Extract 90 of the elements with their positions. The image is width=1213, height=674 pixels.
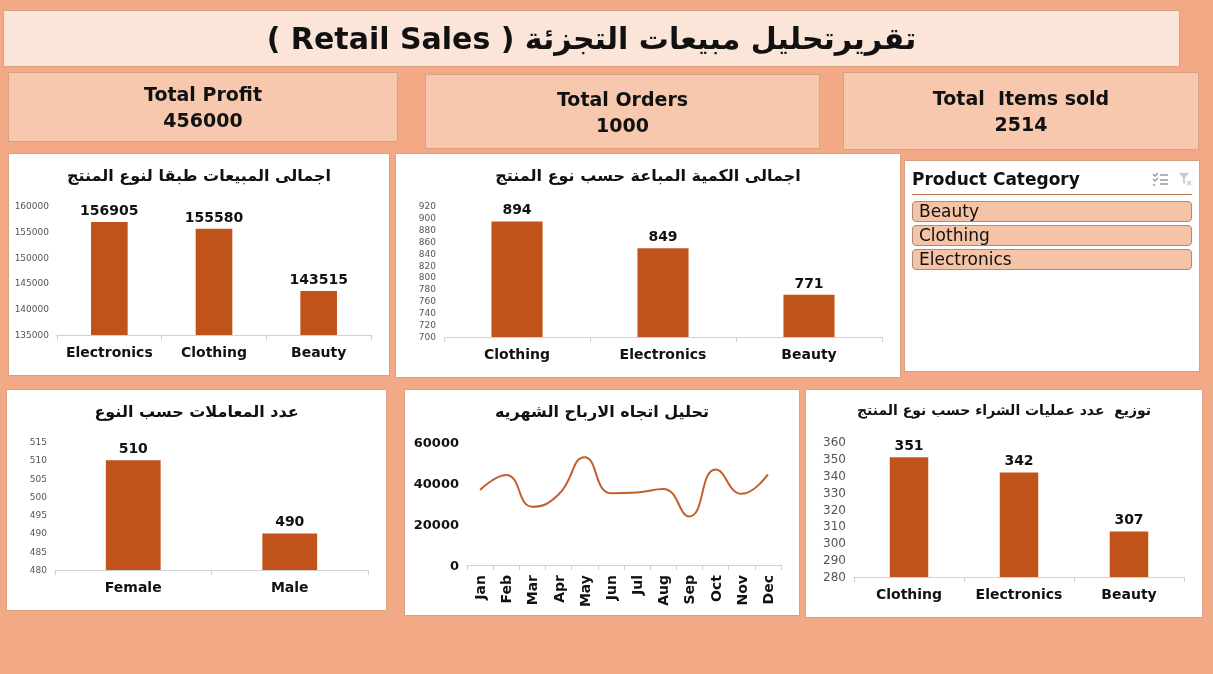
y-tick-label: 280 xyxy=(823,570,846,584)
x-tick-label: Feb xyxy=(498,575,515,604)
x-tick-label: Clothing xyxy=(180,344,248,360)
text: 1000 xyxy=(596,113,649,136)
data-label: 143515 xyxy=(289,271,348,288)
x-tick-label: May xyxy=(576,575,593,608)
y-tick-label: 840 xyxy=(418,248,437,259)
chart-title: اجمالى المبيعات طبقا لنوع المنتج xyxy=(66,165,332,185)
x-tick-label: Nov xyxy=(733,575,750,606)
x-tick-label: Mar xyxy=(524,574,541,606)
data-label: 342 xyxy=(1004,452,1034,469)
data-label: 771 xyxy=(794,274,824,291)
x-tick-label: Oct xyxy=(707,574,724,602)
y-tick-label: 720 xyxy=(418,320,437,331)
chart-title: توزيع عدد عمليات الشراء حسب نوع المنتج xyxy=(856,402,1152,419)
text: تقريرتحليل مبيعات التجزئة ( Retail Sales ) xyxy=(4,11,1179,66)
chart-title: اجمالى الكمية المباعة حسب نوع المنتج xyxy=(495,165,801,185)
x-tick-label: Apr xyxy=(550,574,567,603)
x-tick-label: Clothing xyxy=(483,346,551,362)
x-tick-label: Electronics xyxy=(65,344,153,360)
line-series xyxy=(479,456,769,518)
y-tick-label: 485 xyxy=(29,546,47,557)
y-tick-label: 495 xyxy=(29,510,47,521)
y-tick-label: 60000 xyxy=(413,434,459,450)
y-tick-label: 350 xyxy=(823,451,846,466)
x-tick-label: Jan xyxy=(472,575,489,601)
y-tick-label: 490 xyxy=(29,528,48,539)
y-tick-label: 480 xyxy=(29,565,48,575)
data-label: 894 xyxy=(502,201,532,218)
y-tick-label: 340 xyxy=(823,468,846,483)
y-tick-label: 500 xyxy=(29,491,48,502)
text: Total Items sold xyxy=(932,87,1110,109)
y-tick-label: 505 xyxy=(29,473,47,484)
x-tick-label: Electronics xyxy=(619,346,707,362)
y-tick-label: 320 xyxy=(823,502,846,517)
x-tick-label: Female xyxy=(104,579,162,595)
x-tick-label: Aug xyxy=(655,575,672,606)
x-tick-label: Jun xyxy=(602,575,619,602)
y-tick-label: 140000 xyxy=(14,304,50,315)
y-tick-label: 900 xyxy=(418,212,437,223)
x-tick-label: Jul xyxy=(629,575,646,596)
text: Total Orders xyxy=(556,87,689,110)
text: Clothing xyxy=(912,225,1192,246)
x-tick-label: Sep xyxy=(681,575,698,605)
y-tick-label: 0 xyxy=(449,557,459,573)
x-tick-label: Beauty xyxy=(1101,586,1157,602)
data-label: 490 xyxy=(275,513,305,530)
y-tick-label: 160000 xyxy=(14,201,50,211)
y-tick-label: 145000 xyxy=(14,278,50,289)
y-tick-label: 290 xyxy=(823,553,846,568)
x-tick-label: Dec xyxy=(759,575,776,605)
y-tick-label: 20000 xyxy=(413,516,459,532)
x-tick-label: Clothing xyxy=(875,586,943,602)
x-tick-label: Electronics xyxy=(975,586,1063,602)
y-tick-label: 700 xyxy=(418,332,437,342)
y-tick-label: 300 xyxy=(823,536,846,551)
x-tick-label: Beauty xyxy=(781,346,837,362)
text: Electronics xyxy=(912,249,1192,270)
text: 456000 xyxy=(163,109,243,131)
text: Total Profit xyxy=(143,83,263,105)
y-tick-label: 155000 xyxy=(14,226,50,237)
data-label: 351 xyxy=(894,437,924,454)
y-tick-label: 880 xyxy=(418,224,437,235)
y-tick-label: 510 xyxy=(29,455,48,466)
y-tick-label: 760 xyxy=(418,296,437,307)
y-tick-label: 150000 xyxy=(14,252,50,263)
y-tick-label: 860 xyxy=(418,236,437,247)
chart-title: تحليل اتجاه الارباح الشهريه xyxy=(494,401,710,421)
y-tick-label: 310 xyxy=(823,519,846,534)
data-label: 155580 xyxy=(184,208,244,225)
y-tick-label: 135000 xyxy=(14,330,50,340)
data-label: 156905 xyxy=(80,201,139,218)
y-tick-label: 780 xyxy=(418,284,437,295)
y-tick-label: 740 xyxy=(418,308,437,319)
y-tick-label: 920 xyxy=(418,201,437,211)
x-tick-label: Beauty xyxy=(290,344,347,360)
text: Beauty xyxy=(912,201,1192,222)
y-tick-label: 330 xyxy=(823,485,846,500)
y-tick-label: 40000 xyxy=(413,475,459,491)
text: 2514 xyxy=(994,113,1048,135)
data-label: 307 xyxy=(1114,511,1144,528)
y-tick-label: 800 xyxy=(418,272,437,283)
y-tick-label: 360 xyxy=(823,435,846,449)
text: Product Category xyxy=(912,169,1080,189)
y-tick-label: 515 xyxy=(29,437,47,447)
x-tick-label: Male xyxy=(270,579,309,595)
chart-title: عدد المعاملات حسب النوع xyxy=(94,401,299,421)
y-tick-label: 820 xyxy=(418,260,437,271)
data-label: 849 xyxy=(648,228,678,245)
data-label: 510 xyxy=(118,440,149,457)
